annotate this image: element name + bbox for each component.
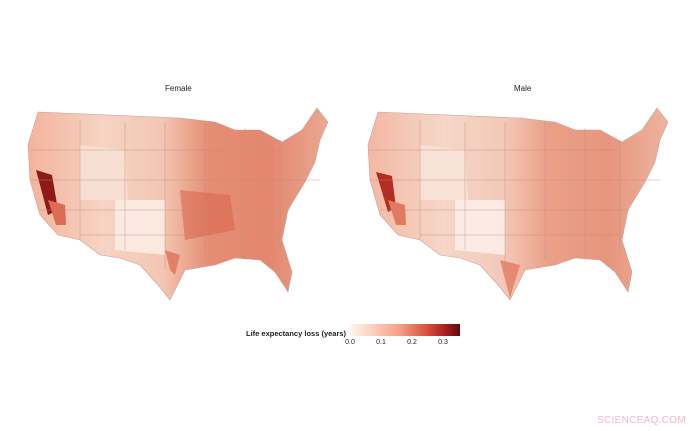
male-panel-title: Male	[514, 84, 532, 93]
male-map	[367, 107, 669, 300]
female-panel-title: Female	[165, 84, 192, 93]
legend-tick: 0.2	[407, 339, 417, 346]
female-map	[27, 107, 329, 300]
legend-tick: 0.1	[376, 339, 386, 346]
watermark: SCIENCEAQ.COM	[597, 415, 686, 426]
legend-tick: 0.3	[438, 339, 448, 346]
color-legend: Life expectancy loss (years) 0.0 0.1 0.2…	[246, 322, 476, 350]
legend-tick: 0.0	[345, 339, 355, 346]
legend-color-bar	[350, 324, 460, 336]
legend-label: Life expectancy loss (years)	[246, 329, 347, 338]
